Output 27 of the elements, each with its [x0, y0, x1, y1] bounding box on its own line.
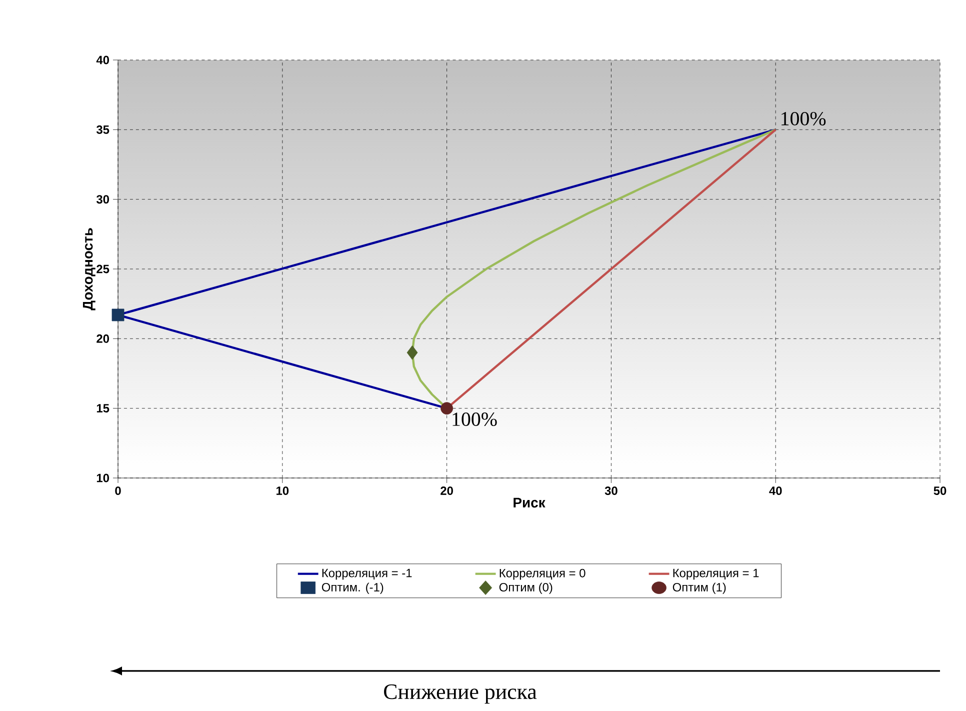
- point: [440, 402, 454, 415]
- y-tick-label: 40: [96, 56, 109, 64]
- x-tick-label: 40: [769, 486, 782, 495]
- y-tick-label: 10: [96, 474, 109, 482]
- annotation: 100%: [452, 412, 497, 426]
- y-tick-label: 30: [96, 195, 109, 204]
- x-tick-label: 10: [276, 486, 289, 495]
- legend-label: Корреляция = 0: [500, 568, 586, 580]
- annotation: 100%: [782, 112, 826, 126]
- text: Снижение риска: [384, 684, 537, 704]
- point: [112, 308, 124, 322]
- y-tick-label: 20: [96, 334, 109, 343]
- x-tick-label: 50: [934, 486, 946, 495]
- legend-label: Корреляция = 1: [673, 568, 759, 580]
- legend-label: Корреляция = -1: [322, 568, 412, 580]
- legend-label: Оптим. (-1): [322, 582, 384, 594]
- x-tick-label: 0: [115, 486, 121, 495]
- y-axis-title: Доходность: [82, 228, 96, 310]
- x-tick-label: 20: [440, 486, 453, 495]
- x-tick-label: 30: [604, 486, 618, 495]
- y-tick-label: 25: [96, 264, 110, 274]
- legend-label: Оптим (1): [672, 582, 726, 594]
- y-tick-label: 35: [96, 125, 110, 134]
- y-tick-label: 15: [96, 404, 110, 412]
- legend-label: Оптим (0): [499, 582, 552, 594]
- point: [406, 345, 418, 360]
- x-axis-title: Риск: [514, 498, 546, 508]
